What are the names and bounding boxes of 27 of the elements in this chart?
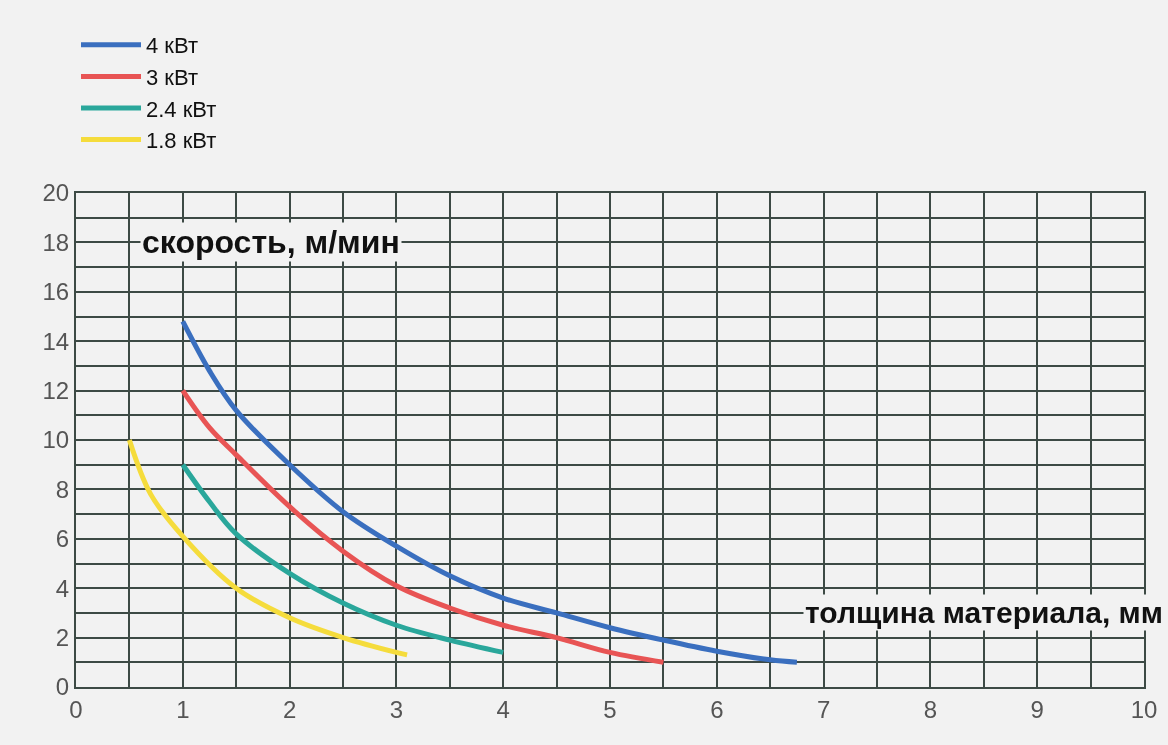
y-tick-label: 2 [55, 624, 70, 652]
x-tick-label: 3 [389, 695, 404, 723]
x-tick-label: 1 [176, 695, 190, 723]
x-tick-label: 6 [710, 695, 724, 723]
y-tick-label: 8 [55, 475, 70, 503]
legend-label: 3 кВт [146, 64, 198, 90]
x-tick-label: 2 [282, 695, 297, 723]
y-tick-label: 20 [42, 179, 70, 207]
y-tick-label: 12 [42, 377, 70, 405]
x-tick-label: 7 [816, 695, 831, 723]
y-tick-label: 16 [42, 278, 70, 306]
x-tick-label: 10 [1130, 695, 1158, 723]
legend-label: 4 кВт [146, 33, 198, 59]
y-axis-title: скорость, м/мин [142, 224, 400, 260]
y-tick-label: 0 [55, 673, 70, 701]
y-tick-label: 14 [42, 327, 70, 355]
x-tick-label: 8 [923, 695, 938, 723]
legend-label: 1.8 кВт [146, 128, 217, 154]
x-tick-label: 4 [496, 695, 510, 723]
y-tick-label: 6 [55, 525, 70, 553]
x-tick-label: 9 [1030, 695, 1044, 723]
y-tick-label: 4 [55, 574, 70, 602]
legend-label: 2.4 кВт [146, 96, 217, 122]
x-axis-title: толщина материала, мм [805, 596, 1163, 629]
y-tick-label: 18 [42, 228, 70, 256]
x-tick-label: 5 [603, 695, 617, 723]
y-tick-label: 10 [42, 426, 70, 454]
